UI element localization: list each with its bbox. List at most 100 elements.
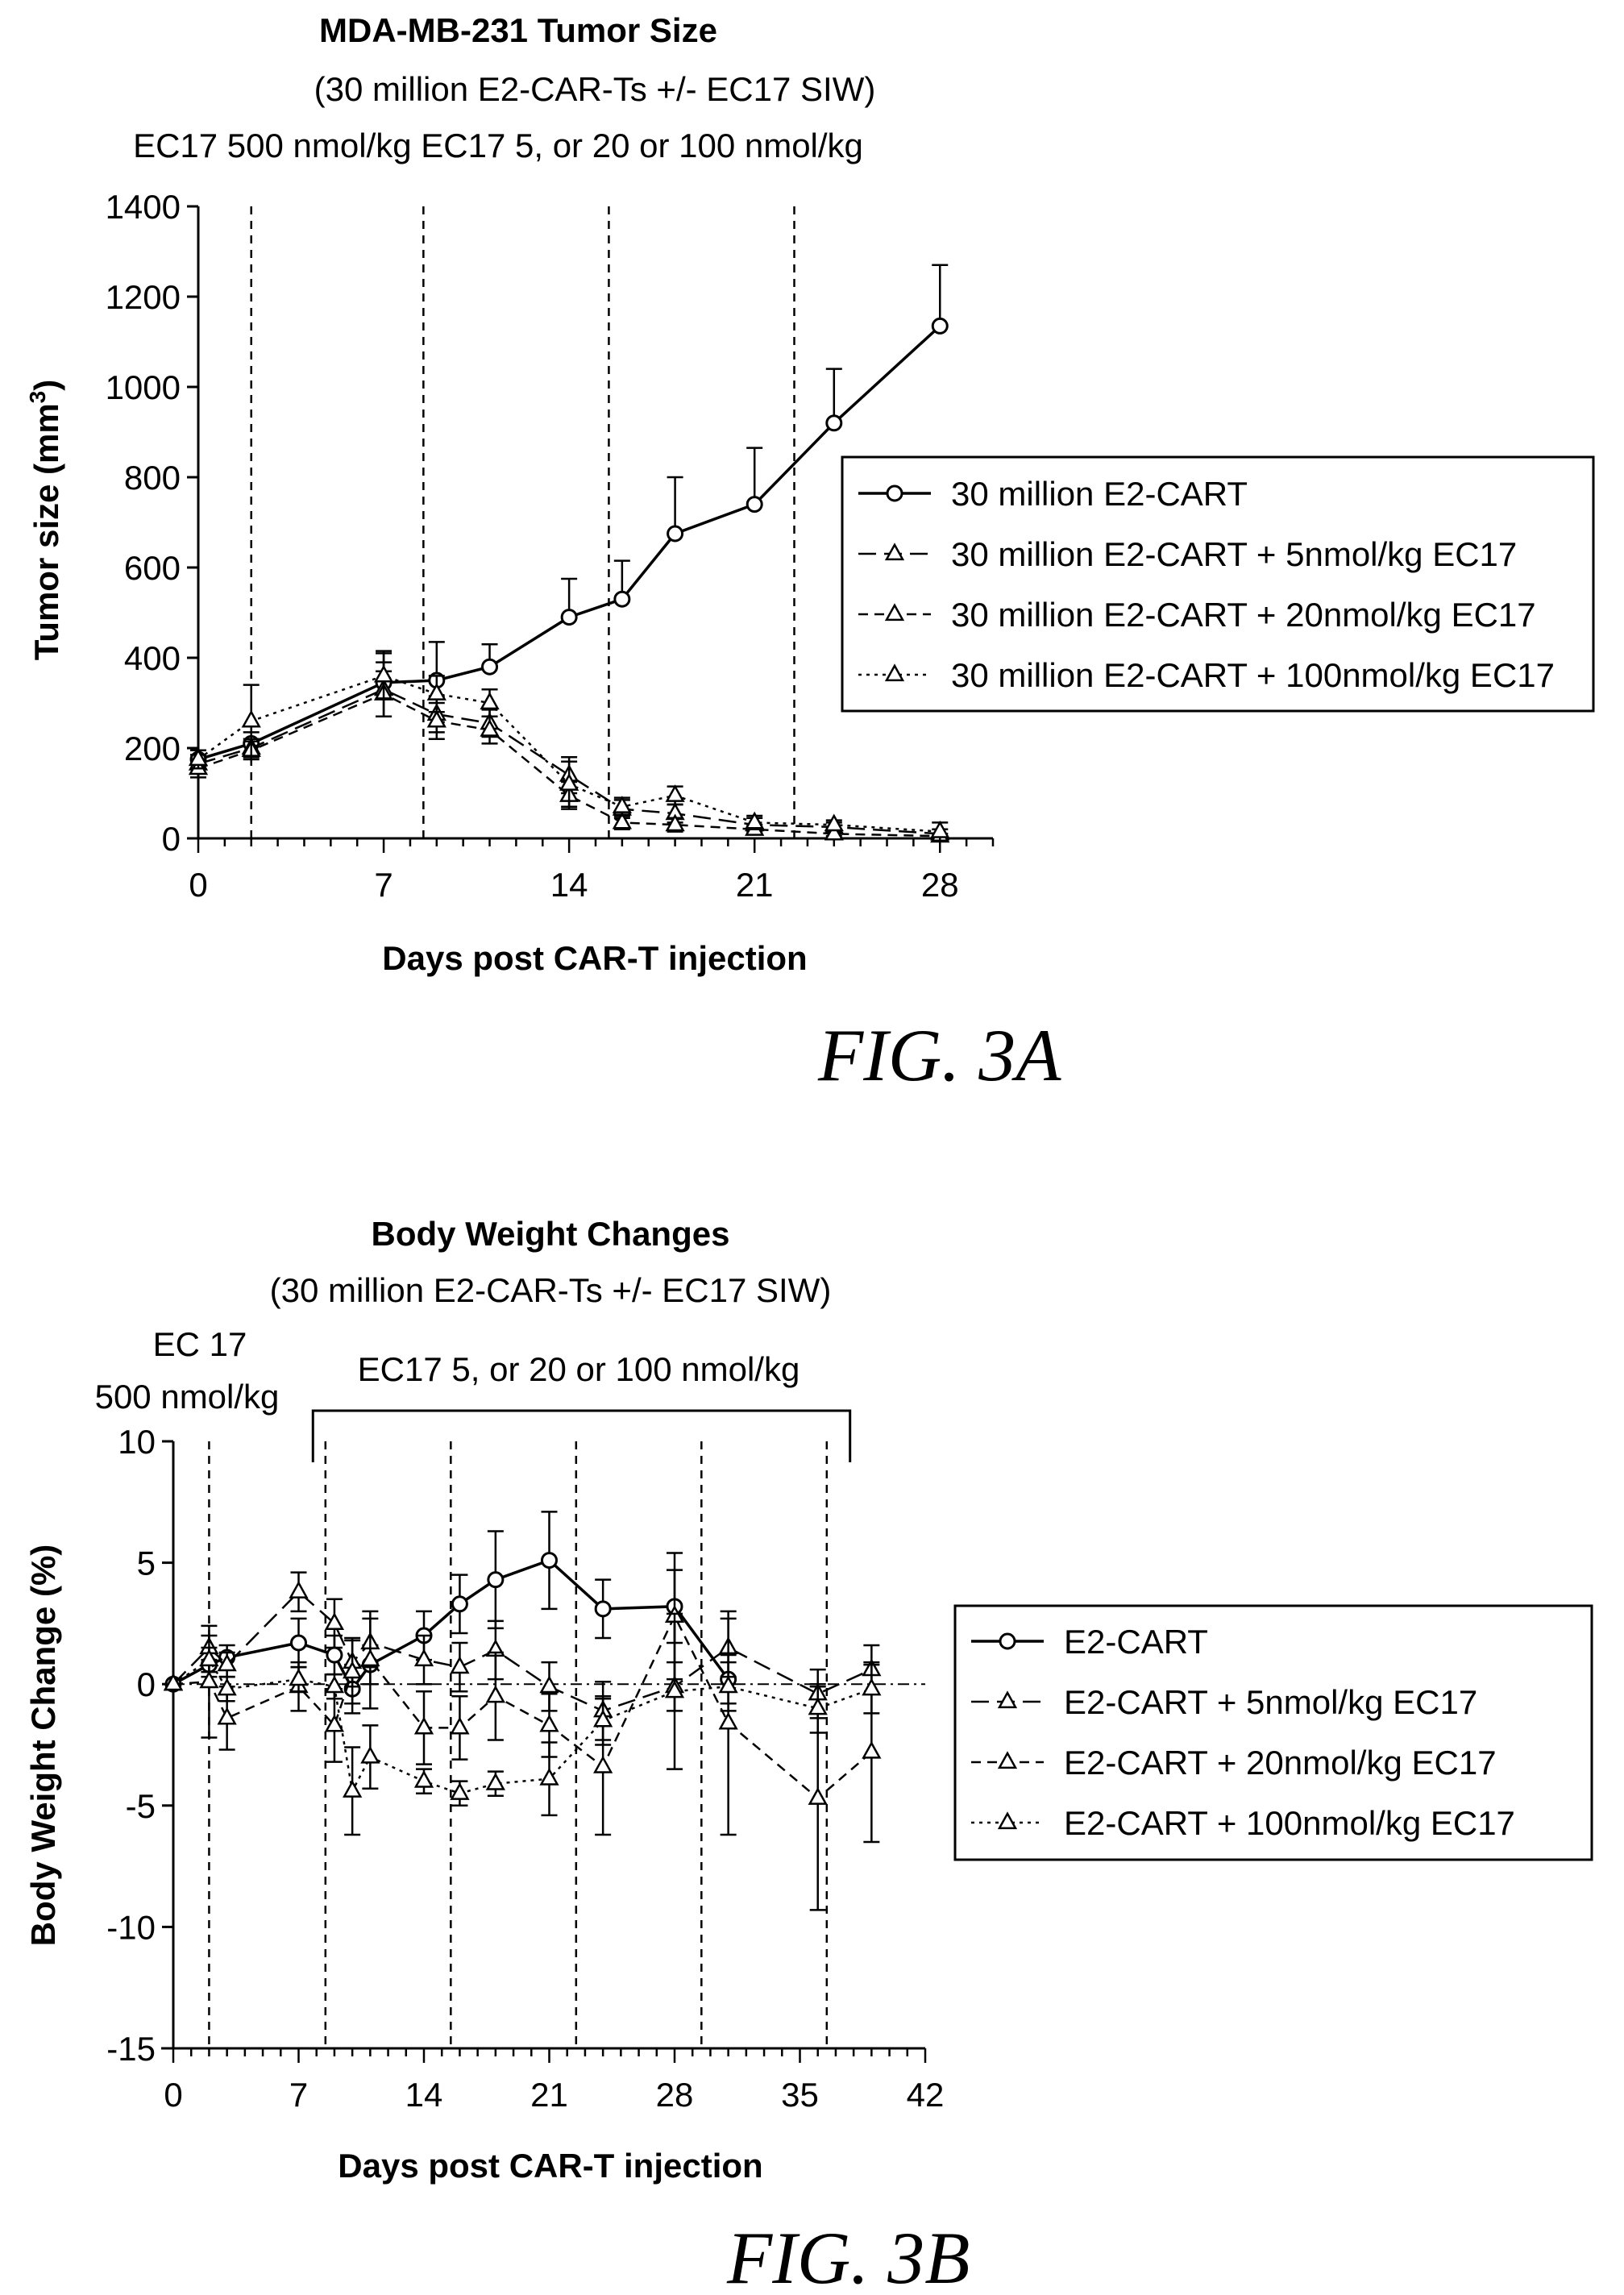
chart-b-data-point [324,1714,345,1732]
chart-b-data-point [718,1675,738,1694]
chart-a-series-0 [189,264,949,768]
chart-b-y-tick-label: 0 [137,1665,156,1703]
chart-b-y-tick-label: 10 [118,1423,156,1461]
chart-b-data-point [808,1787,828,1805]
chart-a-legend: 30 million E2-CART 30 million E2-CART + 5… [841,455,1595,713]
chart-a-legend-marker [886,484,903,502]
chart-a-data-point [931,317,949,335]
chart-a-series-line [197,692,941,838]
chart-a-x-tick-label: 21 [736,866,774,904]
chart-b-data-point [485,1772,505,1790]
chart-a-x-tick-label: 28 [921,866,959,904]
chart-b-y-tick-label: -15 [106,2030,156,2068]
chart-b-data-point [413,1769,434,1788]
chart-b-data-point [324,1675,345,1694]
chart-b-xlabel: Days post CAR-T injection [338,2147,762,2185]
chart-b-x-tick-label: 21 [530,2076,568,2114]
tumor-size-chart: MDA-MB-231 Tumor Size (30 million E2-CAR… [25,11,1595,1096]
chart-a-data-point [188,748,209,767]
chart-a-data-point [824,813,844,832]
chart-b-data-point [539,1714,559,1732]
chart-a-series-line [197,325,941,761]
chart-b-series-line [172,1590,872,1712]
chart-b-data-point [485,1685,505,1703]
chart-b-legend-box [953,1604,1593,1861]
chart-b-legend-marker [999,1632,1016,1650]
chart-b-x-tick-label: 42 [907,2076,945,2114]
chart-a-data-point [559,773,579,791]
chart-b-x-tick-label: 14 [405,2076,443,2114]
chart-b-series-2 [163,1552,882,1911]
chart-b-axes [161,1441,925,2050]
chart-b-series-line [172,1658,872,1795]
chart-a-series-1 [188,661,950,841]
chart-a-series-line [197,688,941,835]
chart-a-legend-box [841,455,1595,713]
chart-a-y-ticks: 0 200 400 600 800 1000 1200 1400 [106,188,198,858]
chart-b-series [163,1511,882,1911]
chart-a-xlabel: Days post CAR-T injection [382,939,807,977]
chart-b-data-point [862,1678,882,1696]
chart-b-x-tick-label: 7 [289,2076,308,2114]
chart-b-data-point [413,1648,434,1667]
figure-label-3a: FIG. 3A [817,1014,1061,1096]
chart-b-data-point [862,1740,882,1759]
chart-b-data-point [808,1697,828,1715]
chart-b-legend-label: E2-CART + 20nmol/kg EC17 [1064,1744,1497,1782]
chart-a-data-point [560,609,578,626]
chart-b-dosing-bracket [311,1409,852,1462]
chart-a-legend-label: 30 million E2-CART + 100nmol/kg EC17 [951,656,1555,694]
chart-a-ylabel-main: Tumor size (mm [27,403,65,660]
chart-a-legend-label: 30 million E2-CART [951,475,1248,513]
figure-label-3b: FIG. 3B [726,2217,970,2295]
chart-a-y-tick-label: 800 [124,459,181,497]
chart-b-data-point [451,1595,468,1613]
chart-a-data-point [480,718,500,737]
chart-a-data-point [426,709,446,728]
chart-b-data-point [593,1755,613,1773]
chart-a-y-tick-label: 400 [124,639,181,677]
chart-b-legend-marker [997,1811,1018,1830]
chart-b-data-point [360,1745,380,1764]
chart-a-dosing-lines [250,206,795,838]
chart-a-data-point [825,414,843,432]
chart-b-y-tick-label: -10 [106,1908,156,1946]
chart-b-series-3 [163,1612,882,1836]
chart-a-legend-label: 30 million E2-CART + 5nmol/kg EC17 [951,535,1517,573]
chart-a-x-ticks: 0 7 14 21 28 [189,838,995,904]
chart-b-data-point [199,1648,219,1667]
chart-a-y-tick-label: 1000 [106,368,181,406]
chart-a-y-tick-label: 1200 [106,278,181,316]
chart-b-data-point [450,1656,470,1674]
chart-a-y-tick-label: 600 [124,549,181,587]
chart-a-data-point [665,784,685,802]
chart-b-legend-marker [997,1690,1018,1709]
chart-a-legend-label: 30 million E2-CART + 20nmol/kg EC17 [951,596,1536,634]
chart-b-bracket-line [311,1409,852,1462]
chart-a-data-point [373,664,394,683]
chart-b-data-point [594,1600,612,1618]
chart-b-data-point [217,1678,237,1696]
chart-a-data-point [745,811,765,829]
chart-b-legend-label: E2-CART + 100nmol/kg EC17 [1064,1804,1515,1842]
chart-a-x-tick-label: 7 [374,866,393,904]
chart-b-data-point [290,1634,307,1652]
chart-b-annotation-ec17-1: EC 17 [153,1325,247,1363]
chart-b-x-tick-label: 35 [781,2076,819,2114]
chart-b-ylabel: Body Weight Change (%) [24,1545,62,1947]
chart-a-legend-marker [884,543,905,561]
chart-a-data-point [480,692,500,710]
chart-a-subtitle: (30 million E2-CAR-Ts +/- EC17 SIW) [314,70,876,108]
chart-b-data-point [718,1711,738,1730]
chart-a-data-point [241,709,261,728]
chart-b-x-tick-label: 0 [164,2076,182,2114]
chart-b-data-point [199,1670,219,1689]
chart-a-ylabel-end: ) [27,380,65,391]
chart-b-data-point [289,1581,309,1599]
chart-b-data-point [343,1779,363,1798]
body-weight-chart: Body Weight Changes (30 million E2-CAR-T… [24,1215,1593,2295]
chart-b-legend-label: E2-CART + 5nmol/kg EC17 [1064,1683,1477,1721]
chart-b-annotation-bracket: EC17 5, or 20 or 100 nmol/kg [358,1350,800,1388]
chart-a-data-point [613,590,631,608]
